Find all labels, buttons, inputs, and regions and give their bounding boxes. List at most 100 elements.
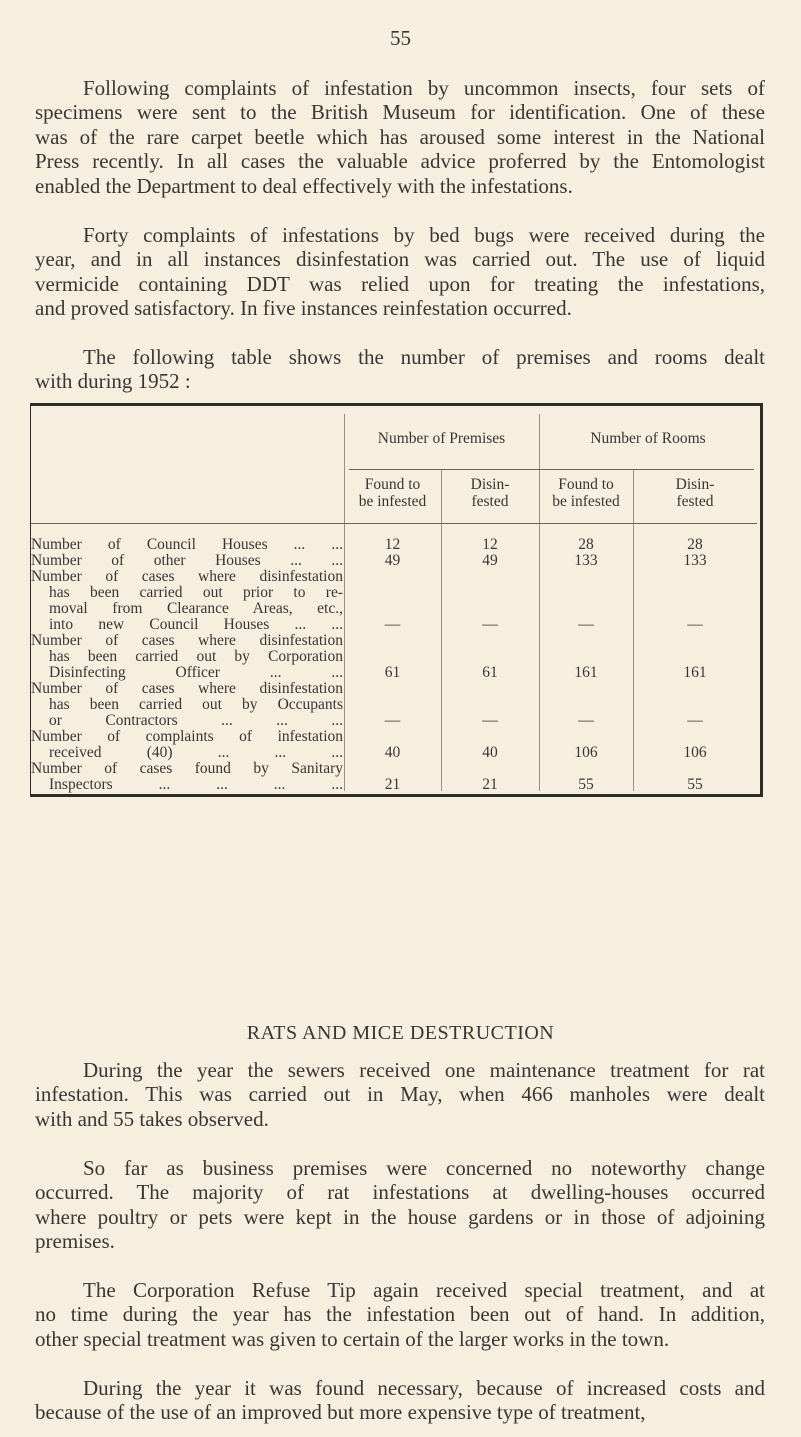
sub-header-line: be infested bbox=[552, 493, 620, 510]
row-label: Number of cases found by Sanitary Inspect… bbox=[31, 761, 343, 793]
column-divider bbox=[539, 469, 540, 791]
text-line: occurred. The majority of rat infestatio… bbox=[35, 1180, 765, 1205]
text-line: Press recently. In all cases the valuabl… bbox=[35, 149, 765, 174]
row-label-line: Inspectors ... ... ... ... bbox=[49, 776, 343, 793]
cell-value: 55 bbox=[578, 776, 594, 793]
text-line: no time during the year has the infestat… bbox=[35, 1302, 765, 1327]
cell-value: 133 bbox=[683, 552, 707, 569]
row-label: Number of cases where disinfestation has … bbox=[31, 569, 343, 633]
header-divider bbox=[31, 523, 757, 524]
table-row: Number of cases where disinfestation has … bbox=[31, 681, 760, 729]
header-divider bbox=[349, 469, 754, 470]
row-label-line: into new Council Houses ... ... bbox=[49, 616, 343, 633]
cell-value: 161 bbox=[683, 664, 707, 681]
column-divider bbox=[633, 469, 634, 791]
sub-header-line: be infested bbox=[358, 493, 427, 510]
column-divider bbox=[441, 469, 442, 791]
row-label: Number of other Houses ... ... bbox=[31, 553, 343, 569]
disinfestation-table: Number of Premises Number of Rooms Found… bbox=[30, 403, 763, 797]
paragraph: During the year the sewers received one … bbox=[35, 1058, 765, 1131]
text-line: where poultry or pets were kept in the h… bbox=[35, 1204, 765, 1229]
text-line: During the year the sewers received one … bbox=[83, 1058, 765, 1082]
row-label-line: received (40) ... ... ... bbox=[49, 744, 343, 761]
cell-value: — bbox=[687, 712, 703, 729]
text-line: other special treatment was given to cer… bbox=[35, 1326, 670, 1351]
row-label-line: Number of cases where disinfestation bbox=[31, 568, 343, 585]
row-label-line: has been carried out prior to re- bbox=[49, 584, 343, 601]
row-label-line: has been carried out by Corporation bbox=[49, 648, 343, 665]
paragraph: Following complaints of infestation by u… bbox=[35, 76, 765, 198]
column-divider bbox=[344, 414, 345, 791]
text-line: Forty complaints of infestations by bed … bbox=[83, 223, 765, 247]
row-label-line: or Contractors ... ... ... bbox=[49, 712, 343, 729]
row-label: Number of Council Houses ... ... bbox=[31, 537, 343, 553]
cell-value: 106 bbox=[574, 744, 598, 761]
cell-value: 133 bbox=[574, 552, 598, 569]
row-label-line: Disinfecting Officer ... ... bbox=[49, 664, 343, 681]
row-label: Number of complaints of infestation recei… bbox=[31, 729, 343, 761]
cell-value: — bbox=[687, 616, 703, 633]
cell-value: — bbox=[482, 616, 498, 633]
text-line: So far as business premises were concern… bbox=[83, 1156, 765, 1180]
table-row: Number of cases where disinfestation has … bbox=[31, 569, 760, 633]
cell-value: 61 bbox=[384, 664, 401, 681]
row-label: Number of cases where disinfestation has … bbox=[31, 681, 343, 729]
paragraph: During the year it was found necessary, … bbox=[35, 1376, 765, 1425]
group-header-rooms: Number of Rooms bbox=[590, 430, 706, 447]
row-label-line: has been carried out by Occupants bbox=[49, 696, 343, 713]
table-body: Number of Council Houses ... ... 12 12 28 28… bbox=[31, 537, 760, 793]
cell-value: 161 bbox=[574, 664, 598, 681]
text-line: was of the rare carpet beetle which has … bbox=[35, 124, 765, 149]
cell-value: — bbox=[578, 712, 594, 729]
row-label-line: Number of Council Houses ... ... bbox=[31, 536, 343, 553]
text-line: vermicide containing DDT was relied upon… bbox=[35, 271, 765, 296]
cell-value: 55 bbox=[687, 776, 703, 793]
paragraph: The following table shows the number of … bbox=[35, 345, 765, 394]
text-line: Following complaints of infestation by u… bbox=[83, 76, 765, 100]
text-line: with during 1952 : bbox=[35, 369, 191, 394]
page-number: 55 bbox=[390, 26, 411, 50]
cell-value: 61 bbox=[482, 664, 498, 681]
group-header-premises: Number of Premises bbox=[377, 430, 506, 447]
table-row: Number of cases where disinfestation has … bbox=[31, 633, 760, 681]
cell-value: — bbox=[384, 616, 401, 633]
paragraph: The Corporation Refuse Tip again receive… bbox=[35, 1278, 765, 1351]
row-label-line: moval from Clearance Areas, etc., bbox=[49, 600, 343, 617]
sub-header: Disin-fested bbox=[441, 476, 539, 510]
text-line: with and 55 takes observed. bbox=[35, 1106, 269, 1131]
text-line: infestation. This was carried out in May… bbox=[35, 1082, 765, 1107]
sub-header: Found to be infested bbox=[344, 476, 441, 510]
text-line: enabled the Department to deal effective… bbox=[35, 173, 573, 198]
table-row: Number of cases found by Sanitary Inspect… bbox=[31, 761, 760, 793]
text-line: specimens were sent to the British Museu… bbox=[35, 100, 765, 125]
cell-value: 40 bbox=[482, 744, 498, 761]
sub-header-line: Found to bbox=[364, 476, 421, 493]
cell-value: 12 bbox=[482, 536, 498, 553]
text-line: During the year it was found necessary, … bbox=[83, 1376, 765, 1400]
cell-value: 49 bbox=[384, 552, 401, 569]
cell-value: 106 bbox=[683, 744, 707, 761]
cell-value: — bbox=[578, 616, 594, 633]
text-line: The following table shows the number of … bbox=[83, 345, 765, 369]
cell-value: 49 bbox=[482, 552, 498, 569]
row-label-line: Number of cases where disinfestation bbox=[31, 632, 343, 649]
cell-value: 12 bbox=[384, 536, 401, 553]
sub-header-line: Found to bbox=[558, 476, 614, 493]
row-label-line: Number of other Houses ... ... bbox=[31, 552, 343, 569]
cell-value: 28 bbox=[578, 536, 594, 553]
paragraph: Forty complaints of infestations by bed … bbox=[35, 223, 765, 321]
cell-value: 21 bbox=[384, 776, 401, 793]
text-line: premises. bbox=[35, 1229, 115, 1254]
sub-header: Disin-fested bbox=[633, 476, 757, 510]
table-row: Number of other Houses ... ... 49 49 133 133 bbox=[31, 553, 760, 569]
cell-value: 40 bbox=[384, 744, 401, 761]
text-line: year, and in all instances disinfestatio… bbox=[35, 247, 765, 272]
text-line: because of the use of an improved but mo… bbox=[35, 1400, 646, 1425]
sub-header-line: fested bbox=[471, 493, 509, 510]
table-row: Number of Council Houses ... ... 12 12 28 28 bbox=[31, 537, 760, 553]
row-label-line: Number of complaints of infestation bbox=[31, 728, 343, 745]
row-label: Number of cases where disinfestation has … bbox=[31, 633, 343, 681]
cell-value: — bbox=[482, 712, 498, 729]
row-label-line: Number of cases where disinfestation bbox=[31, 680, 343, 697]
text-line: The Corporation Refuse Tip again receive… bbox=[83, 1278, 765, 1302]
